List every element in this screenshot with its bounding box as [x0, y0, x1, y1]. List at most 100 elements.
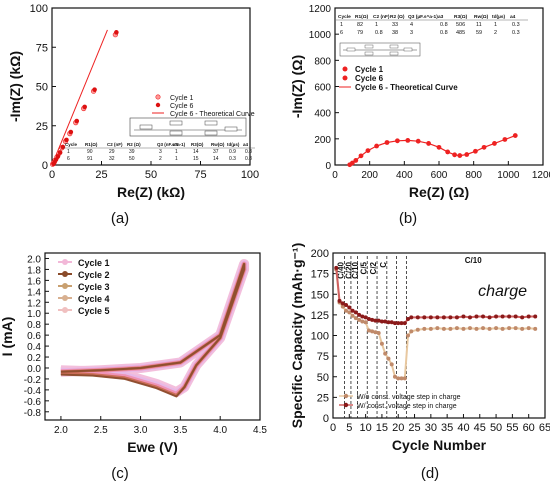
circuit-element — [364, 44, 374, 49]
table-cell: 1 — [375, 22, 378, 28]
x-tick-label: 20 — [392, 422, 404, 434]
table-cell: 90 — [87, 149, 93, 155]
cycle6-point — [365, 148, 371, 154]
series-point — [415, 327, 420, 332]
y-tick-label: 1.2 — [27, 298, 41, 309]
series-point — [402, 376, 407, 381]
panel-c: 2.0 2.5 3.0 3.5 4.0 4.5 -0.8-0.6-0.4-0.20.00.2… — [0, 252, 267, 455]
circuit-element — [389, 51, 399, 56]
table-cell: 91 — [87, 156, 93, 162]
series-point — [428, 326, 433, 331]
series-point — [500, 314, 505, 319]
x-tick-label: 4.5 — [253, 425, 267, 436]
table-cell: 4 — [410, 22, 413, 28]
legend-text: Cycle 4 — [78, 294, 110, 304]
y-tick-label: 200 — [311, 248, 329, 260]
series-point — [513, 314, 518, 319]
series-point — [344, 302, 349, 307]
x-tick-label: 2.5 — [94, 425, 108, 436]
y-tick-label: 1000 — [309, 30, 332, 41]
series-point — [376, 331, 381, 336]
x-tick-label: 40 — [457, 422, 469, 434]
cycle6-point — [445, 149, 451, 155]
table-header: Cycle — [338, 14, 351, 20]
x-tick-label: 0 — [49, 169, 55, 181]
table-header: Q3 (µF.s^a-1) — [408, 14, 438, 20]
legend-marker — [342, 66, 348, 72]
x-tick-label: 10 — [359, 422, 371, 434]
cycle6-point — [405, 138, 411, 143]
table-cell: 3 — [159, 149, 162, 155]
series-point — [350, 308, 355, 313]
rate-label: C/10 — [465, 256, 482, 265]
cycle6-point — [349, 160, 355, 166]
series-point — [357, 312, 362, 317]
legend-text: Cycle 5 — [78, 306, 110, 316]
table-cell: 0.8 — [245, 156, 252, 162]
circuit-diagram — [339, 42, 421, 57]
table-header: td(µs) — [227, 142, 240, 147]
series-point — [533, 314, 538, 319]
series-point — [399, 376, 404, 381]
cycle6-point — [92, 87, 97, 92]
table-header: C2 (nF) — [107, 142, 123, 147]
series-point — [526, 314, 531, 319]
series-point — [461, 314, 466, 319]
annotation-text: charge — [478, 283, 527, 300]
series-point — [454, 315, 459, 320]
series-point — [392, 321, 397, 326]
legend-text: Cycle 1 — [78, 258, 110, 268]
series-point — [399, 321, 404, 326]
series-point — [406, 333, 411, 338]
series-point — [494, 314, 499, 319]
table-header: R2 (Ω) — [390, 14, 405, 20]
x-tick-label: 65 — [539, 422, 550, 434]
legend-text: Cycle 1 — [170, 95, 193, 102]
series-point — [347, 305, 352, 310]
legend-text: Cycle 6 - Theoretical Curve — [355, 83, 458, 92]
table-cell: 506 — [456, 22, 465, 28]
series-point — [441, 315, 446, 320]
y-tick-label: -0.6 — [24, 397, 42, 408]
y-tick-label: 400 — [314, 109, 331, 120]
y-tick-label: 0.2 — [27, 353, 41, 364]
legend-text: Cycle 2 — [78, 270, 110, 280]
table-cell: 79 — [357, 30, 363, 36]
cycle6-point — [374, 143, 379, 149]
legend-marker — [62, 271, 68, 277]
circuit-element — [224, 126, 238, 132]
cycle6-point — [452, 152, 457, 158]
cycle6-point — [436, 144, 442, 150]
circuit-element — [403, 47, 413, 52]
y-tick-label: 175 — [311, 269, 329, 281]
cv-curve — [60, 263, 246, 398]
series-point — [435, 326, 440, 331]
circuit-element — [364, 51, 374, 56]
x-tick-label: 2.0 — [54, 425, 68, 436]
series-point — [481, 326, 486, 331]
circuit-element — [204, 120, 218, 126]
series-point — [448, 315, 453, 320]
y-tick-label: 125 — [311, 310, 329, 322]
series-point — [396, 321, 401, 326]
series-point — [370, 317, 375, 322]
x-tick-label: 45 — [474, 422, 486, 434]
x-tick-label: 200 — [361, 170, 378, 181]
table-cell: 1 — [175, 156, 178, 162]
series-point — [360, 314, 365, 319]
y-tick-label: -0.8 — [24, 408, 42, 419]
circuit-element — [204, 130, 218, 136]
series-point — [376, 318, 381, 323]
x-tick-label: 60 — [523, 422, 535, 434]
table-cell: 485 — [456, 30, 465, 36]
table-header: a3 — [173, 142, 179, 147]
cycle6-point — [64, 137, 69, 143]
legend-text: Cycle 1 — [355, 65, 384, 74]
legend-marker — [343, 393, 349, 399]
legend-marker — [342, 75, 348, 81]
table-header: C2 (nF) — [373, 14, 390, 20]
series-point — [422, 326, 427, 331]
table-cell: 0.8 — [375, 30, 383, 36]
series-point — [344, 308, 349, 313]
